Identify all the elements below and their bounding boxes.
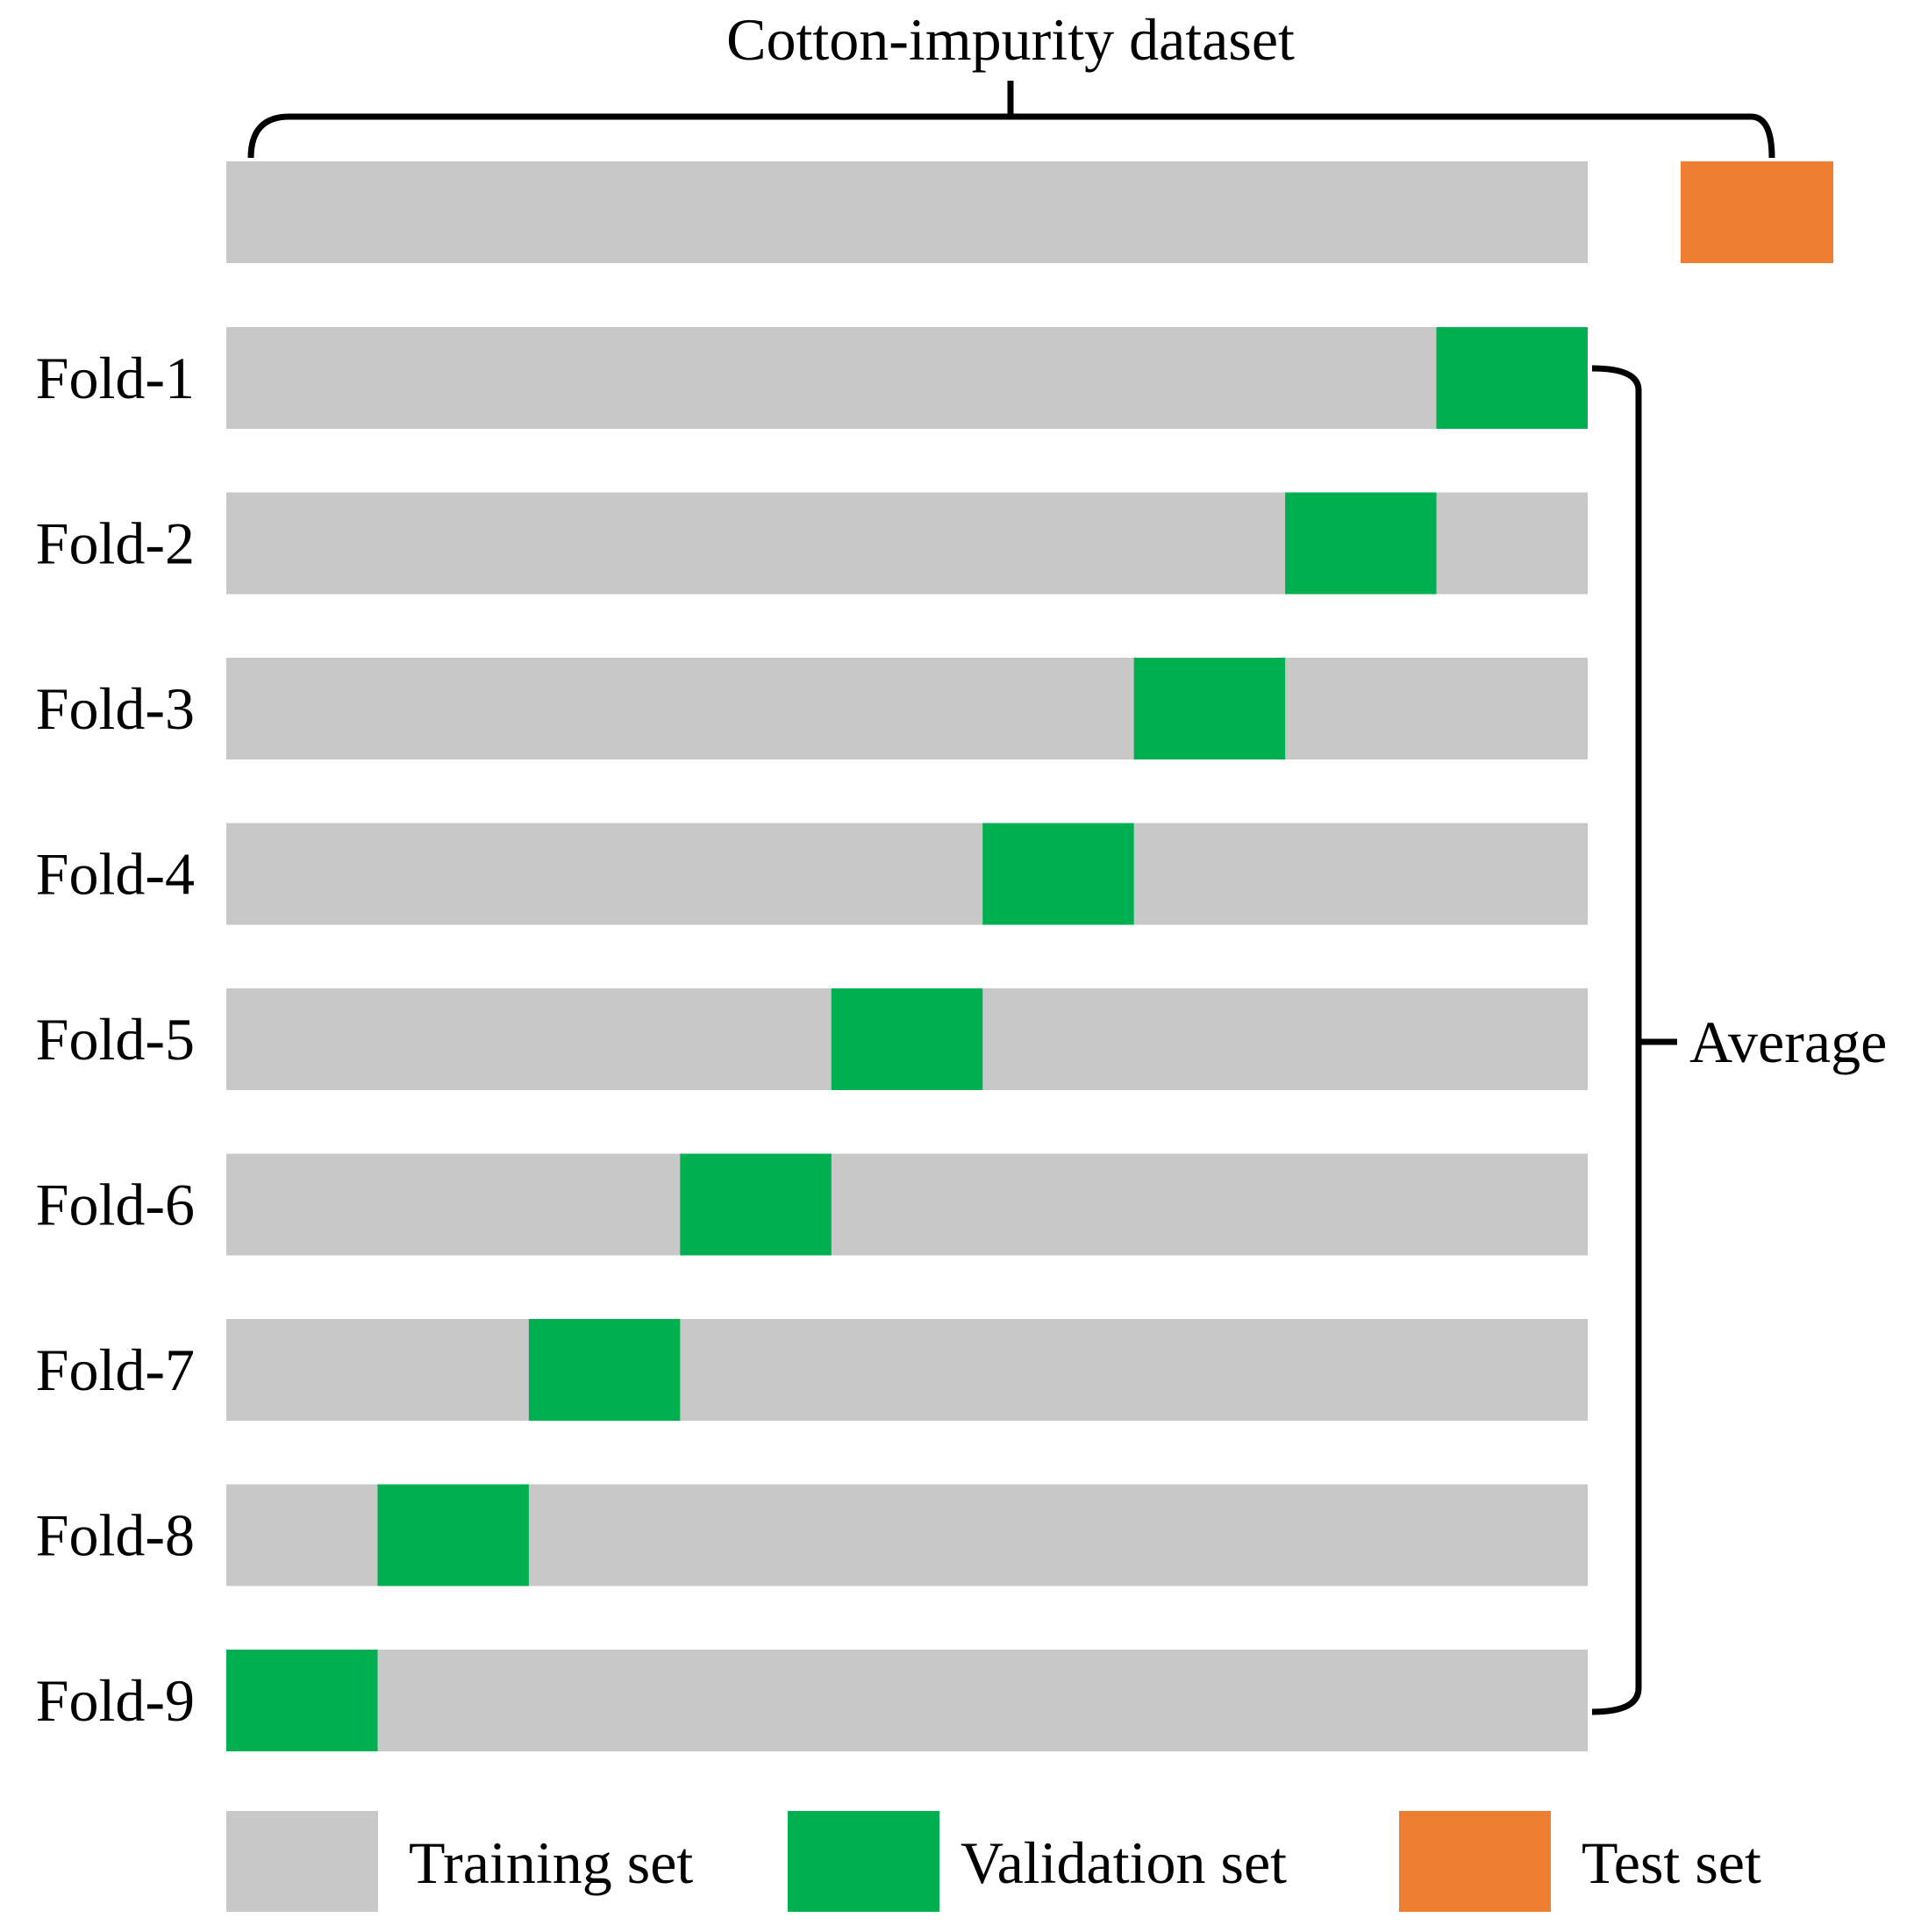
- fold-label-6: Fold-6: [36, 1172, 195, 1238]
- fold-label-9: Fold-9: [36, 1667, 195, 1734]
- fold-2-validation-segment: [1285, 492, 1437, 595]
- dataset-bracket: [247, 81, 1775, 159]
- test-set-bar: [1681, 161, 1833, 263]
- fold-3-validation-segment: [1133, 658, 1286, 759]
- fold-4-validation-segment: [982, 823, 1134, 925]
- fold-9-training-bar: [226, 1650, 1588, 1751]
- legend-swatch-validation: [788, 1811, 939, 1912]
- fold-label-3: Fold-3: [36, 675, 195, 742]
- fold-3-training-bar: [226, 658, 1588, 759]
- fold-8-validation-segment: [377, 1484, 529, 1586]
- fold-rows: Fold-1 Fold-2 Fold-3 Fold-4 Fold-5 Fold-6 Fold…: [36, 327, 1588, 1751]
- legend-swatch-test: [1399, 1811, 1551, 1912]
- fold-4-training-bar: [226, 823, 1588, 925]
- fold-label-8: Fold-8: [36, 1502, 195, 1569]
- fold-7-training-bar: [226, 1319, 1588, 1421]
- fold-9-validation-segment: [226, 1650, 378, 1751]
- fold-label-1: Fold-1: [36, 345, 195, 411]
- dataset-title: Cotton-impurity dataset: [726, 6, 1295, 73]
- fold-label-5: Fold-5: [36, 1006, 195, 1073]
- fold-1-training-bar: [226, 327, 1588, 429]
- fold-label-2: Fold-2: [36, 510, 195, 577]
- fold-5-validation-segment: [831, 988, 983, 1090]
- fold-6-validation-segment: [680, 1153, 832, 1256]
- fold-7-validation-segment: [528, 1319, 681, 1421]
- legend-label-test: Test set: [1582, 1829, 1761, 1896]
- legend-swatch-training: [226, 1811, 378, 1912]
- fold-label-4: Fold-4: [36, 841, 195, 908]
- fold-6-training-bar: [226, 1153, 1588, 1256]
- fold-label-7: Fold-7: [36, 1337, 195, 1403]
- legend-label-training: Training set: [409, 1829, 693, 1896]
- average-label: Average: [1689, 1009, 1887, 1075]
- legend: Training set Validation set Test set: [226, 1811, 1761, 1912]
- legend-label-validation: Validation set: [960, 1829, 1287, 1896]
- average-bracket: [1591, 365, 1677, 1715]
- fold-1-validation-segment: [1436, 327, 1588, 429]
- full-training-bar: [226, 161, 1588, 263]
